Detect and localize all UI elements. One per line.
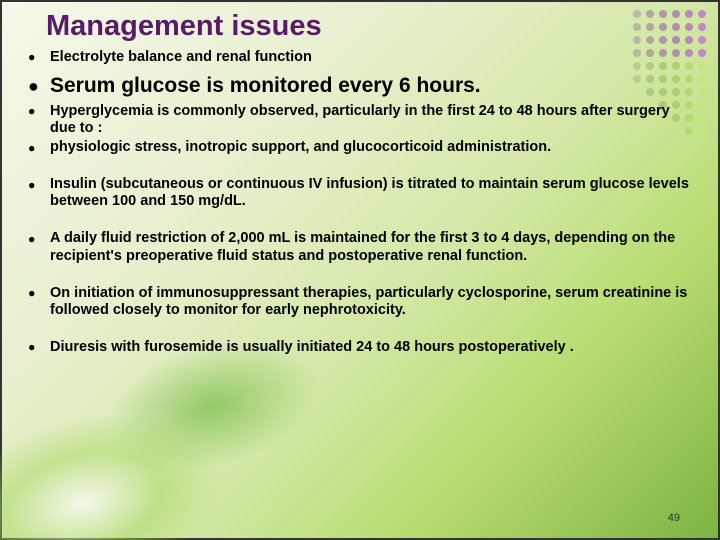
page-number: 49 bbox=[668, 512, 680, 524]
bullet-item: Serum glucose is monitored every 6 hours… bbox=[28, 74, 692, 99]
bullet-list: Electrolyte balance and renal function Se… bbox=[28, 49, 692, 356]
slide: Management issues Electrolyte balance an… bbox=[0, 0, 720, 540]
bullet-item: Electrolyte balance and renal function bbox=[28, 49, 692, 66]
bullet-item: Insulin (subcutaneous or continuous IV i… bbox=[28, 176, 692, 210]
bullet-item: Hyperglycemia is commonly observed, part… bbox=[28, 103, 692, 137]
bullet-item: Diuresis with furosemide is usually init… bbox=[28, 339, 692, 356]
bullet-item: physiologic stress, inotropic support, a… bbox=[28, 139, 692, 156]
bullet-item: On initiation of immunosuppressant thera… bbox=[28, 285, 692, 319]
slide-content: Management issues Electrolyte balance an… bbox=[2, 2, 718, 356]
slide-title: Management issues bbox=[46, 10, 692, 43]
bullet-item: A daily fluid restriction of 2,000 mL is… bbox=[28, 230, 692, 264]
